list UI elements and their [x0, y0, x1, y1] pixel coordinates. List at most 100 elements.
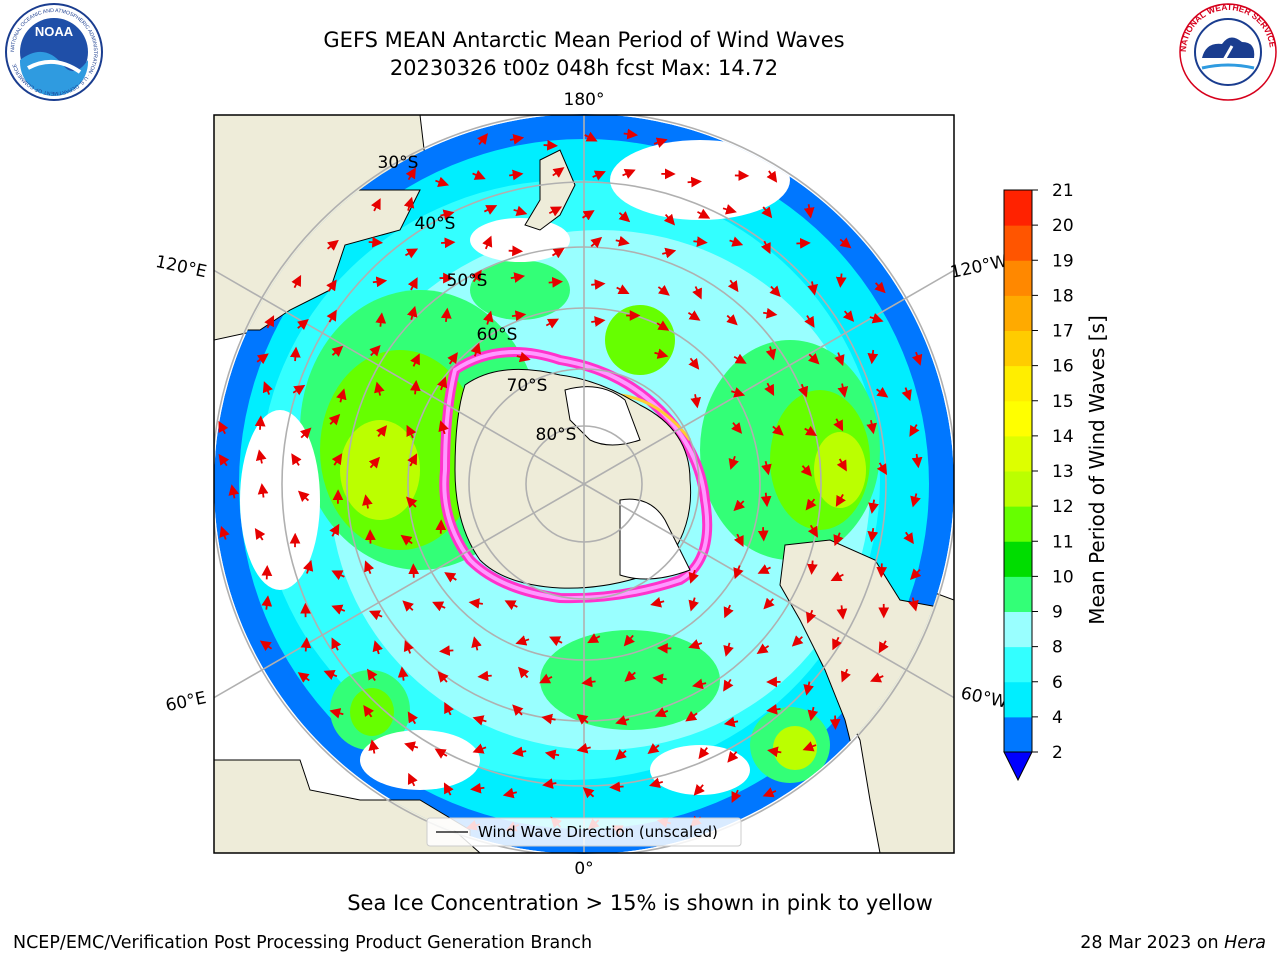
- lon-label-60w: 60°W: [959, 683, 1009, 712]
- wind-arrow: [833, 418, 844, 432]
- nws-logo: NATIONAL WEATHER SERVICE: [1178, 2, 1278, 101]
- wind-arrow: [723, 642, 734, 657]
- wind-arrow: [439, 645, 454, 657]
- legend-label: Wind Wave Direction (unscaled): [478, 823, 718, 841]
- wind-arrow: [362, 494, 373, 509]
- wind-arrow: [257, 483, 269, 498]
- wind-arrow: [440, 209, 455, 220]
- footer-credit: NCEP/EMC/Verification Post Processing Pr…: [13, 933, 593, 953]
- wind-arrow: [727, 750, 739, 763]
- wind-arrow: [438, 420, 449, 435]
- wind-arrow: [609, 781, 624, 793]
- wind-arrow: [649, 777, 664, 789]
- wind-arrow: [504, 600, 518, 611]
- colorbar-tick-label: 9: [1052, 603, 1063, 623]
- wind-arrow: [592, 170, 606, 181]
- wind-arrow: [404, 741, 419, 752]
- wind-arrow: [909, 424, 920, 437]
- wind-arrow: [510, 272, 526, 283]
- wind-arrow: [802, 741, 817, 752]
- wind-arrow: [806, 560, 818, 575]
- wind-arrow: [656, 320, 670, 331]
- wind-arrow: [804, 315, 815, 328]
- wind-arrow: [400, 534, 413, 546]
- wind-arrow: [647, 743, 660, 754]
- wind-arrow: [878, 640, 889, 654]
- wind-arrow: [261, 595, 273, 610]
- wind-arrow: [329, 523, 340, 537]
- wind-arrow: [539, 673, 553, 684]
- wind-arrow: [477, 670, 492, 682]
- lon-label-60e: 60°E: [164, 688, 208, 716]
- wind-arrow: [336, 388, 347, 403]
- wind-arrow: [441, 237, 456, 249]
- wind-arrow: [471, 636, 482, 651]
- wind-arrow: [331, 637, 342, 651]
- wind-arrow: [769, 285, 781, 298]
- colorbar-bin-8-9: [1004, 611, 1032, 648]
- colorbar-tick-label: 20: [1052, 216, 1074, 236]
- wind-arrow: [692, 286, 702, 300]
- wind-arrow: [591, 279, 606, 290]
- wind-arrow: [576, 713, 589, 725]
- map-legend: Wind Wave Direction (unscaled): [426, 817, 742, 847]
- wind-arrow: [803, 204, 815, 219]
- colorbar-bin-12-13: [1004, 471, 1032, 507]
- colorbar-bin-10-11: [1004, 541, 1032, 577]
- wind-arrow: [548, 276, 564, 288]
- wind-arrow: [407, 711, 418, 725]
- wind-arrow: [733, 533, 744, 548]
- africa-landmass: [214, 759, 481, 853]
- wind-arrow: [760, 492, 772, 508]
- wind-arrow: [731, 422, 743, 434]
- chart-title: GEFS MEAN Antarctic Mean Period of Wind …: [323, 28, 845, 52]
- lon-label-120w: 120°W: [949, 251, 1010, 283]
- wind-arrow: [406, 496, 418, 509]
- wind-arrow: [254, 415, 266, 430]
- wind-arrow: [512, 704, 524, 716]
- wind-arrow: [764, 382, 775, 396]
- colorbar-tick-label: 18: [1052, 286, 1074, 306]
- wind-arrow: [761, 461, 772, 476]
- wind-arrow: [291, 453, 302, 466]
- wind-arrow: [624, 670, 637, 682]
- wind-arrow: [402, 600, 414, 612]
- wind-arrow: [509, 169, 524, 181]
- wind-arrow: [289, 346, 301, 362]
- wind-arrow: [757, 564, 771, 574]
- wind-arrow: [369, 344, 381, 357]
- wind-arrow: [836, 605, 848, 620]
- wind-arrow: [911, 453, 923, 469]
- wind-arrow: [903, 531, 914, 545]
- colorbar-tick-label: 10: [1052, 567, 1074, 587]
- wind-arrow: [690, 394, 702, 409]
- wind-arrow: [513, 205, 528, 217]
- wind-arrow: [723, 678, 734, 692]
- wind-arrow: [901, 387, 912, 402]
- wind-arrow: [545, 318, 559, 329]
- colorbar-tick-label: 4: [1052, 708, 1063, 728]
- wind-arrow: [663, 213, 676, 226]
- colorbar-bin-2-4: [1004, 716, 1032, 753]
- wind-arrow: [218, 420, 229, 435]
- wind-arrow: [368, 236, 384, 248]
- wind-arrow: [767, 746, 782, 758]
- lat-label-50s: 50°S: [447, 271, 488, 291]
- wind-arrow: [835, 494, 846, 507]
- colorbar-tick-label: 6: [1052, 673, 1063, 693]
- wind-arrow: [444, 702, 454, 716]
- wind-arrow: [688, 357, 700, 370]
- wind-arrow: [509, 134, 525, 145]
- wind-arrow: [518, 666, 530, 679]
- colorbar-tick-label: 21: [1052, 181, 1074, 201]
- wind-arrow: [551, 247, 565, 259]
- wind-arrow: [657, 284, 670, 296]
- wind-arrow: [407, 305, 418, 320]
- wind-arrow: [804, 425, 818, 437]
- wind-arrow: [803, 681, 814, 696]
- wind-arrow: [867, 349, 879, 365]
- wind-arrow: [685, 710, 698, 722]
- colorbar-tick-label: 8: [1052, 638, 1063, 658]
- wind-arrow: [800, 464, 812, 477]
- wind-arrow: [407, 277, 418, 291]
